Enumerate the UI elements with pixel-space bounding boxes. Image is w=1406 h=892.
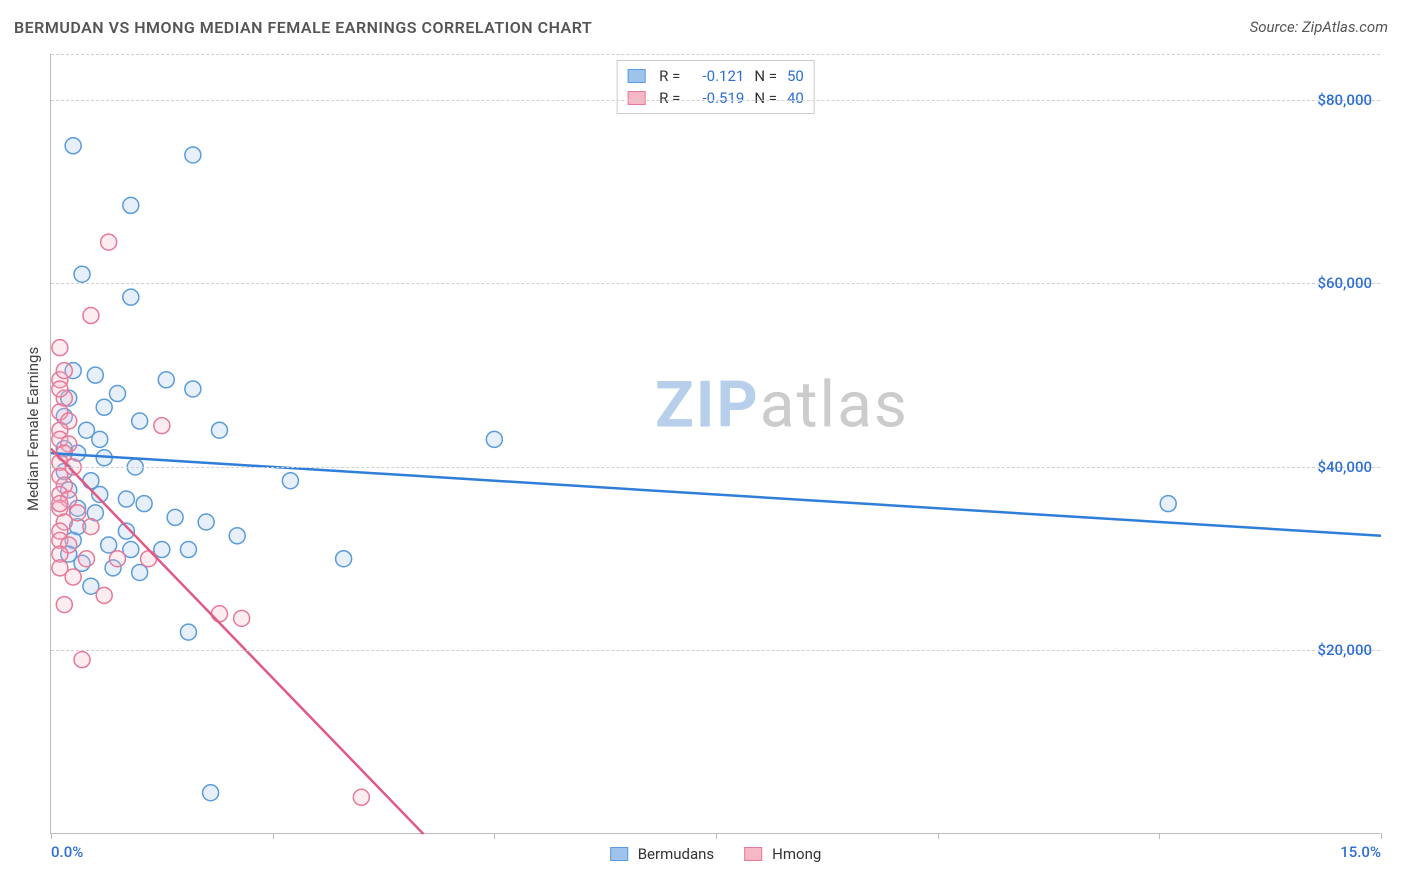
scatter-point (1160, 496, 1176, 512)
y-tick-label: $20,000 (1317, 641, 1372, 659)
scatter-point (136, 496, 152, 512)
scatter-point (158, 372, 174, 388)
scatter-point (180, 542, 196, 558)
x-tick-mark (1381, 833, 1382, 839)
legend-correlation: R = -0.121 N = 50 R = -0.519 N = 40 (616, 60, 815, 114)
scatter-point (234, 610, 250, 626)
scatter-point (74, 266, 90, 282)
legend-R-label-2: R = (659, 89, 680, 107)
scatter-point (123, 289, 139, 305)
scatter-point (52, 381, 68, 397)
scatter-point (132, 564, 148, 580)
source-label: Source: ZipAtlas.com (1250, 18, 1388, 36)
swatch-hmong (627, 91, 645, 105)
x-tick-label: 15.0% (1340, 843, 1381, 861)
chart-title: BERMUDAN VS HMONG MEDIAN FEMALE EARNINGS… (14, 18, 592, 37)
scatter-point (87, 367, 103, 383)
scatter-point (203, 785, 219, 801)
scatter-point (74, 652, 90, 668)
plot-area: ZIPatlas R = -0.121 N = 50 R = -0.519 N … (50, 54, 1380, 834)
legend-row-hmong: R = -0.519 N = 40 (627, 87, 804, 109)
scatter-point (56, 597, 72, 613)
scatter-point (52, 496, 68, 512)
legend-R-label: R = (659, 67, 680, 85)
scatter-point (96, 587, 112, 603)
scatter-point (83, 308, 99, 324)
x-tick-mark (273, 833, 274, 839)
y-axis-label: Median Female Earnings (24, 347, 42, 511)
scatter-point (132, 413, 148, 429)
gridline-h (51, 283, 1380, 284)
scatter-point (486, 431, 502, 447)
scatter-point (141, 551, 157, 567)
scatter-point (185, 381, 201, 397)
scatter-point (118, 491, 134, 507)
x-tick-mark (716, 833, 717, 839)
scatter-point (282, 473, 298, 489)
x-tick-mark (494, 833, 495, 839)
scatter-point (92, 431, 108, 447)
scatter-point (336, 551, 352, 567)
legend-item-hmong: Hmong (744, 845, 821, 863)
scatter-point (154, 418, 170, 434)
scatter-point (83, 519, 99, 535)
x-tick-mark (51, 833, 52, 839)
scatter-point (229, 528, 245, 544)
legend-label-bermudans: Bermudans (638, 845, 714, 863)
scatter-point (110, 386, 126, 402)
chart-container: BERMUDAN VS HMONG MEDIAN FEMALE EARNINGS… (0, 0, 1406, 892)
scatter-point (83, 473, 99, 489)
scatter-point (110, 551, 126, 567)
legend-label-hmong: Hmong (772, 845, 821, 863)
legend-R-value-0: -0.121 (690, 67, 744, 85)
scatter-point (65, 569, 81, 585)
swatch-bermudans-b (610, 847, 628, 861)
legend-N-value-0: 50 (787, 67, 804, 85)
y-tick-label: $60,000 (1317, 274, 1372, 292)
scatter-point (185, 147, 201, 163)
scatter-point (211, 422, 227, 438)
scatter-point (167, 509, 183, 525)
scatter-point (96, 399, 112, 415)
x-tick-mark (938, 833, 939, 839)
swatch-hmong-b (744, 847, 762, 861)
legend-R-value-1: -0.519 (690, 89, 744, 107)
scatter-point (101, 537, 117, 553)
legend-item-bermudans: Bermudans (610, 845, 714, 863)
trend-line (51, 449, 423, 834)
y-tick-label: $40,000 (1317, 458, 1372, 476)
y-tick-label: $80,000 (1317, 91, 1372, 109)
gridline-h-top (51, 54, 1380, 55)
scatter-point (180, 624, 196, 640)
legend-N-label-2: N = (754, 89, 777, 107)
scatter-point (78, 551, 94, 567)
gridline-h (51, 650, 1380, 651)
legend-N-label: N = (754, 67, 777, 85)
trend-line (51, 453, 1381, 536)
scatter-point (353, 789, 369, 805)
scatter-point (123, 197, 139, 213)
gridline-h (51, 467, 1380, 468)
legend-row-bermudans: R = -0.121 N = 50 (627, 65, 804, 87)
x-tick-label: 0.0% (51, 843, 83, 861)
scatter-point (65, 138, 81, 154)
x-tick-mark (1159, 833, 1160, 839)
scatter-point (211, 606, 227, 622)
scatter-point (52, 340, 68, 356)
legend-N-value-1: 40 (787, 89, 804, 107)
legend-series: Bermudans Hmong (610, 845, 822, 863)
gridline-h (51, 100, 1380, 101)
scatter-point (198, 514, 214, 530)
plot-svg (51, 54, 1380, 833)
scatter-point (56, 363, 72, 379)
scatter-point (101, 234, 117, 250)
swatch-bermudans (627, 69, 645, 83)
